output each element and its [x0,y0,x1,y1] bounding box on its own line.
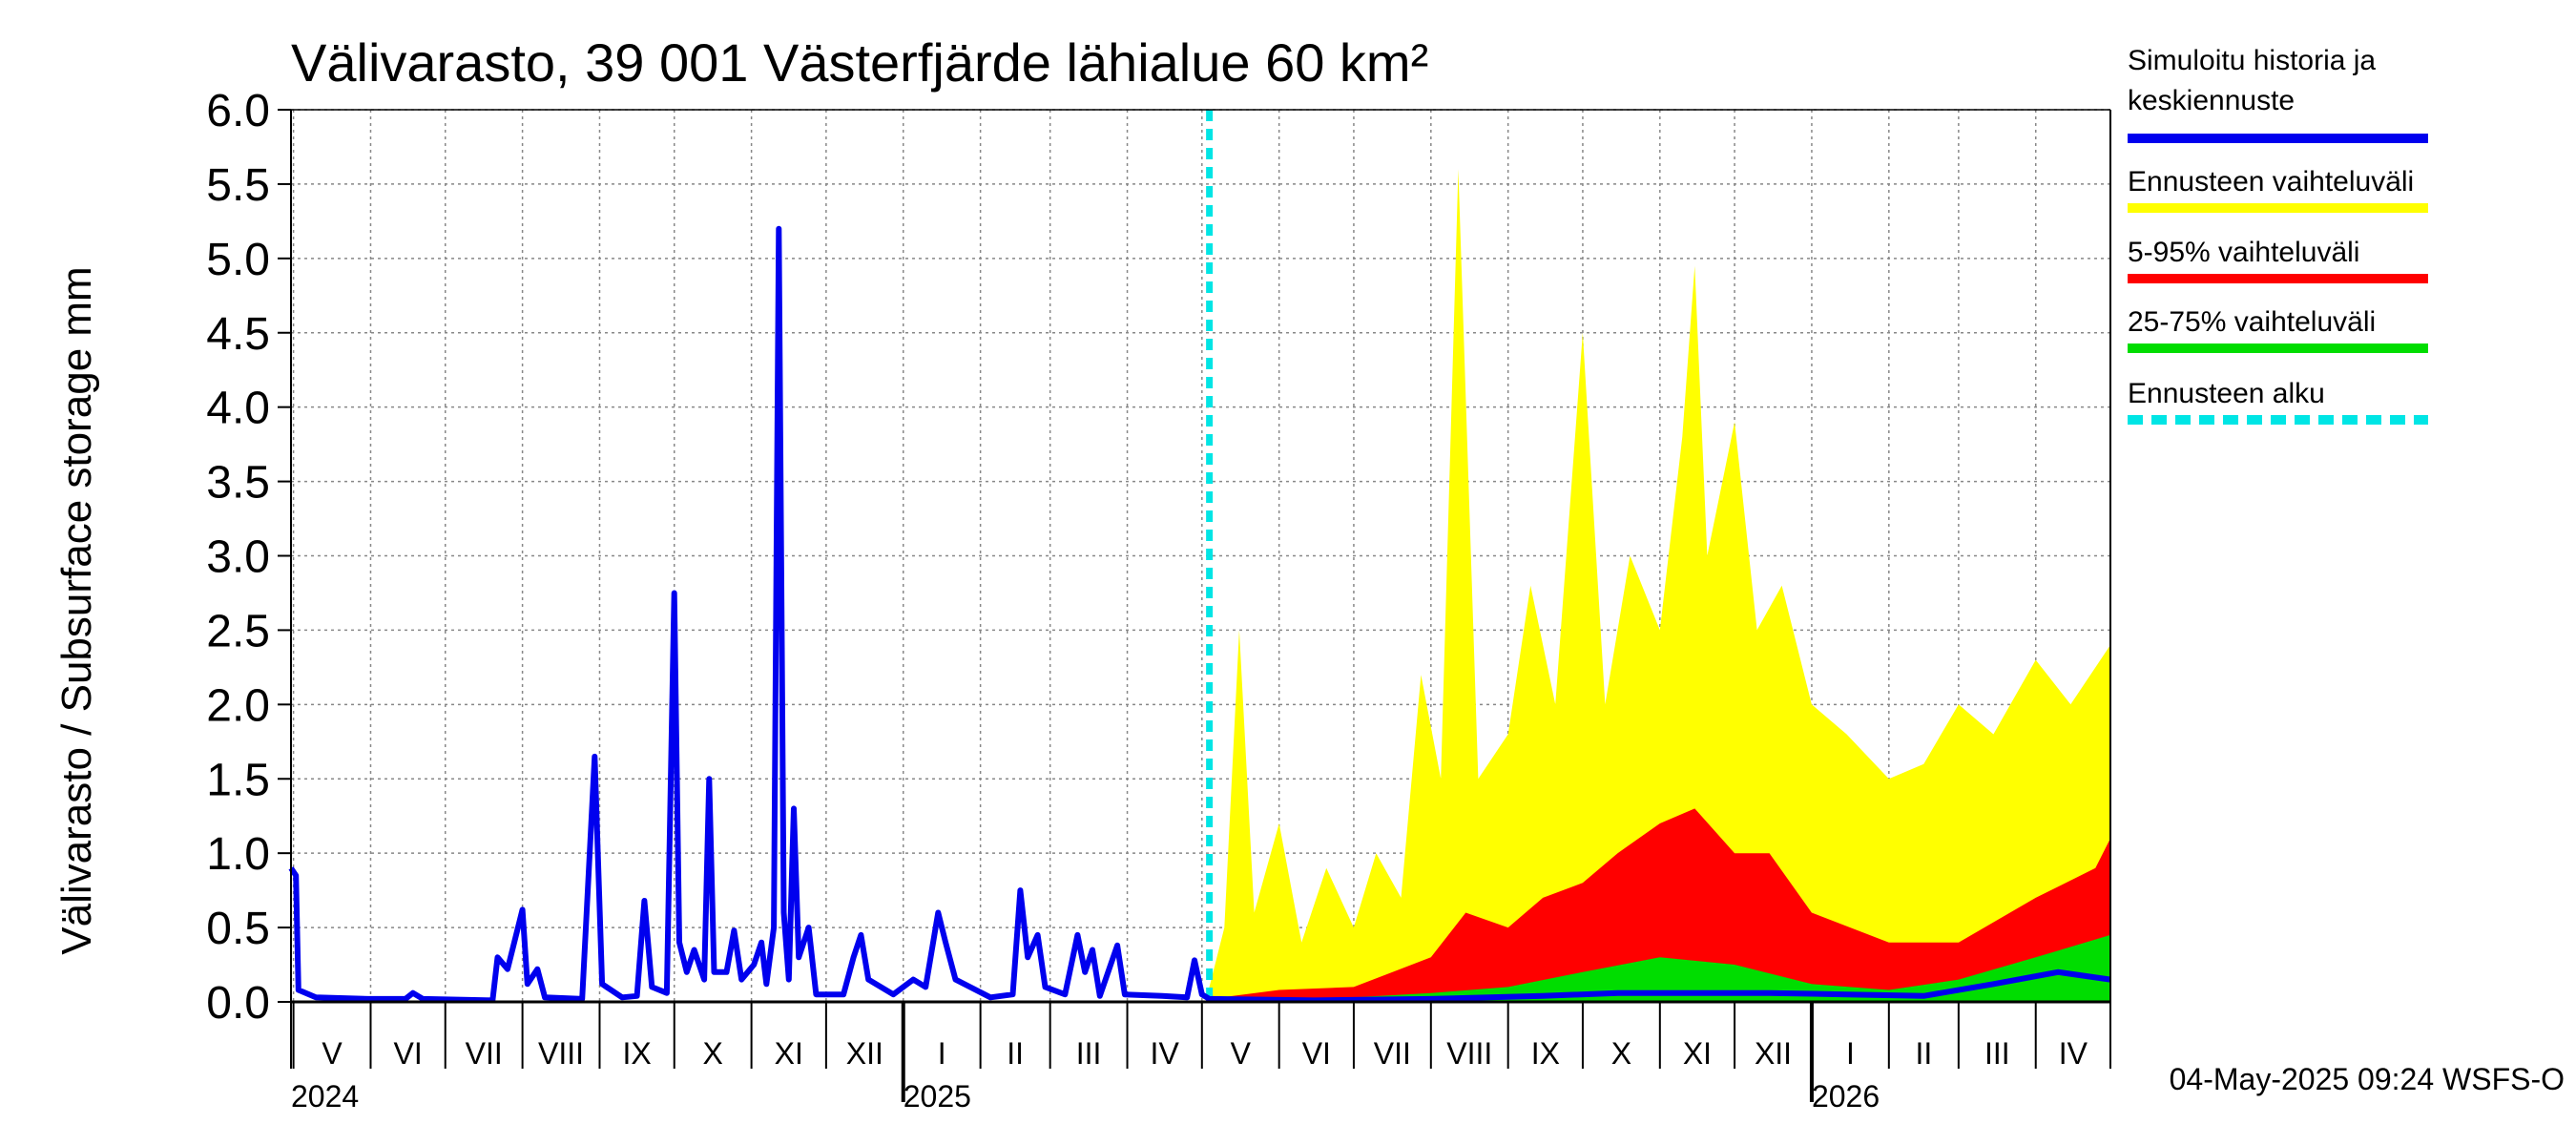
year-label: 2025 [904,1079,971,1114]
series-lines [288,110,2111,1004]
chart-title: Välivarasto, 39 001 Västerfjärde lähialu… [291,32,1428,93]
band-5-95-vaihteluv-li [1209,808,2110,1002]
legend: Simuloitu historia ja keskiennuste Ennuste… [2128,45,2428,425]
y-tick-label: 5.0 [206,235,270,285]
month-label: II [1007,1036,1024,1071]
y-tick-label: 1.5 [206,755,270,805]
month-label: XI [1683,1036,1712,1071]
month-label: V [1231,1036,1252,1071]
y-tick-label: 0.0 [206,978,270,1029]
month-label: III [1076,1036,1102,1071]
y-tick-label: 0.5 [206,904,270,954]
month-label: X [703,1036,723,1071]
y-ticks: 0.0 0.5 1.0 1.5 2.0 2.5 3.0 3.5 4.0 4.5 5.0 5.5 6.0 [206,86,291,1029]
y-tick-label: 4.0 [206,384,270,434]
month-label: XII [1755,1036,1792,1071]
legend-label-line: keskiennuste [2128,85,2295,116]
year-label: 2024 [291,1079,359,1114]
y-tick-label: 5.5 [206,160,270,211]
y-tick-label: 2.5 [206,606,270,656]
month-label: I [938,1036,946,1071]
month-label: III [1984,1036,2010,1071]
legend-label: Simuloitu historia ja keskiennuste [2128,45,2376,116]
axes [290,109,2111,1069]
legend-label: 25-75% vaihteluväli [2128,306,2376,338]
month-label: X [1611,1036,1631,1071]
legend-label: Ennusteen vaihteluväli [2128,166,2414,198]
y-tick-label: 2.0 [206,680,270,731]
month-label: II [1915,1036,1932,1071]
month-label: IX [622,1036,651,1071]
month-label: V [322,1036,343,1071]
y-tick-label: 3.0 [206,532,270,583]
month-label: I [1846,1036,1855,1071]
month-label: XII [846,1036,883,1071]
month-label: VI [393,1036,422,1071]
month-label: VIII [538,1036,584,1071]
month-label: VII [466,1036,503,1071]
month-label: IX [1531,1036,1560,1071]
y-tick-label: 6.0 [206,86,270,136]
band-ennusteen-vaihteluv-li [1209,169,2110,1003]
forecast-bands [1209,169,2110,1003]
y-tick-label: 3.5 [206,458,270,509]
year-label: 2026 [1812,1079,1880,1114]
x-axis: V VI VII VIII IX X XI XII I II III IV V VI VII VIII IX X X… [291,1002,2111,1114]
y-tick-label: 1.0 [206,829,270,880]
legend-label-line: Simuloitu historia ja [2128,45,2376,76]
band-25-75-vaihteluv-li [1209,934,2110,1002]
month-label: VI [1302,1036,1331,1071]
month-label: IV [2059,1036,2088,1071]
timestamp-footer: 04-May-2025 09:24 WSFS-O [2170,1062,2565,1096]
month-label: IV [1151,1036,1180,1071]
month-label: VII [1374,1036,1411,1071]
legend-label: 5-95% vaihteluväli [2128,237,2359,268]
y-tick-label: 4.5 [206,309,270,360]
month-label: XI [775,1036,803,1071]
y-axis-label: Välivarasto / Subsurface storage mm [53,266,100,954]
legend-label: Ennusteen alku [2128,378,2325,409]
series-line-simulated [288,225,2111,1004]
month-label: VIII [1446,1036,1492,1071]
